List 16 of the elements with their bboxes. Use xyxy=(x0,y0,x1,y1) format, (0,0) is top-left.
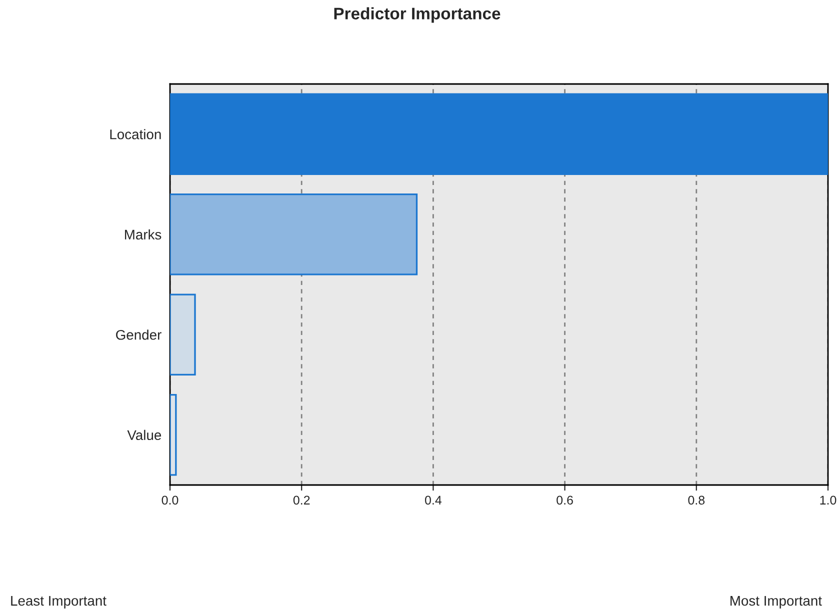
bar xyxy=(170,193,418,276)
text: Most Important xyxy=(730,596,822,608)
text: Least Important xyxy=(11,596,106,608)
x-tick-label: 0.4 xyxy=(425,496,442,505)
bar xyxy=(170,294,196,376)
y-tick-label: Location xyxy=(110,129,161,140)
y-tick-label: Gender xyxy=(116,330,162,340)
y-tick-label: Value xyxy=(127,430,162,440)
x-tick-label: 0.2 xyxy=(293,496,310,505)
chart-title: Predictor Importance xyxy=(334,7,500,23)
y-tick-label: Marks xyxy=(125,229,162,240)
x-tick-label: 0.0 xyxy=(162,496,178,505)
bar xyxy=(170,93,828,176)
x-tick-label: 0.6 xyxy=(556,496,573,505)
x-tick-label: 1.0 xyxy=(820,496,836,505)
x-tick-label: 0.8 xyxy=(688,496,705,505)
